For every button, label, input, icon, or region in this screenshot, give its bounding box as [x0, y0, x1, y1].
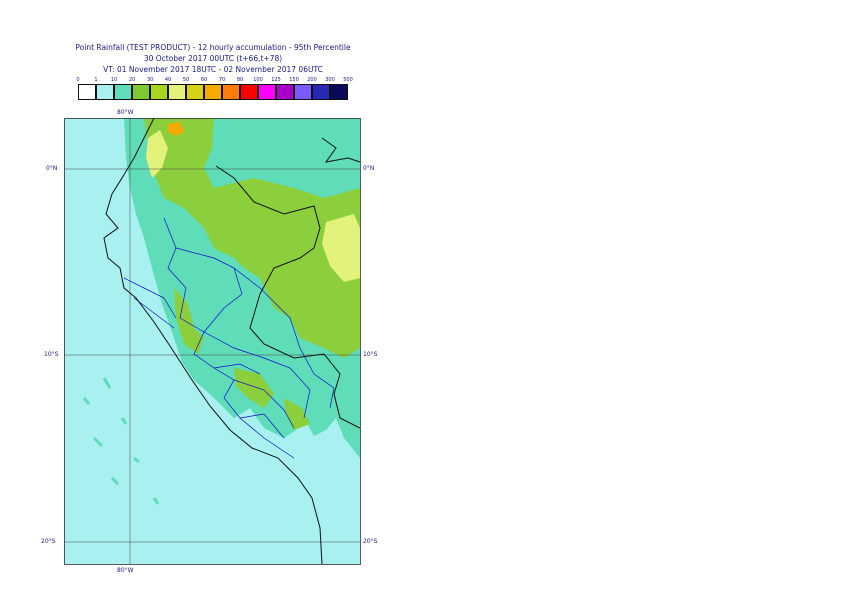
legend-swatch-12 — [294, 84, 312, 100]
legend-tick-1: 1 — [94, 77, 98, 83]
lon-label-bottom: 80°W — [117, 567, 134, 574]
legend-swatch-10 — [258, 84, 276, 100]
legend-tick-11: 125 — [271, 77, 281, 83]
lat-label-right-20s: 20°S — [363, 538, 378, 545]
legend-swatch-8 — [222, 84, 240, 100]
legend-tick-12: 150 — [289, 77, 299, 83]
legend-tick-10: 100 — [253, 77, 263, 83]
legend-tick-9: 80 — [236, 77, 244, 83]
legend-swatch-3 — [132, 84, 150, 100]
lat-label-right-0: 0°N — [363, 165, 375, 172]
legend-swatch-1 — [96, 84, 114, 100]
legend-swatch-6 — [186, 84, 204, 100]
legend-tick-13: 200 — [307, 77, 317, 83]
country-border — [103, 118, 360, 564]
legend-swatch-13 — [312, 84, 330, 100]
legend-swatch-5 — [168, 84, 186, 100]
lat-label-left-20s: 20°S — [41, 538, 56, 545]
legend-tick-15: 500 — [343, 77, 353, 83]
legend-swatch-9 — [240, 84, 258, 100]
lat-label-left-0: 0°N — [46, 165, 58, 172]
rainfall-map — [64, 118, 361, 565]
legend-tick-6: 50 — [182, 77, 190, 83]
legend-swatch-11 — [276, 84, 294, 100]
rain-high-region — [146, 130, 360, 282]
title-line-2: 30 October 2017 00UTC (t+66,t+78) — [143, 54, 283, 63]
lat-label-left-10s: 10°S — [44, 351, 59, 358]
rain-peak-region — [168, 122, 184, 136]
legend-tick-0: 0 — [76, 77, 80, 83]
legend-tick-4: 30 — [146, 77, 154, 83]
admin-boundaries — [123, 217, 335, 459]
legend-swatch-14 — [330, 84, 348, 100]
legend-tick-7: 60 — [200, 77, 208, 83]
rain-mid-region — [144, 118, 360, 358]
legend-tick-5: 40 — [164, 77, 172, 83]
title-line-3: VT: 01 November 2017 18UTC - 02 November… — [103, 65, 323, 74]
legend-tick-14: 300 — [325, 77, 335, 83]
legend-tick-8: 70 — [218, 77, 226, 83]
legend-tick-2: 10 — [110, 77, 118, 83]
title-line-1: Point Rainfall (TEST PRODUCT) - 12 hourl… — [75, 43, 351, 52]
rain-mid-region-south — [174, 288, 310, 430]
legend-swatch-4 — [150, 84, 168, 100]
legend-swatch-7 — [204, 84, 222, 100]
map-frame — [64, 118, 361, 565]
lat-label-right-10s: 10°S — [363, 351, 378, 358]
lon-label-top: 80°W — [117, 109, 134, 116]
legend-swatch-2 — [114, 84, 132, 100]
legend-tick-3: 20 — [128, 77, 136, 83]
ocean-speckles — [82, 377, 160, 505]
legend-swatch-0 — [78, 84, 96, 100]
